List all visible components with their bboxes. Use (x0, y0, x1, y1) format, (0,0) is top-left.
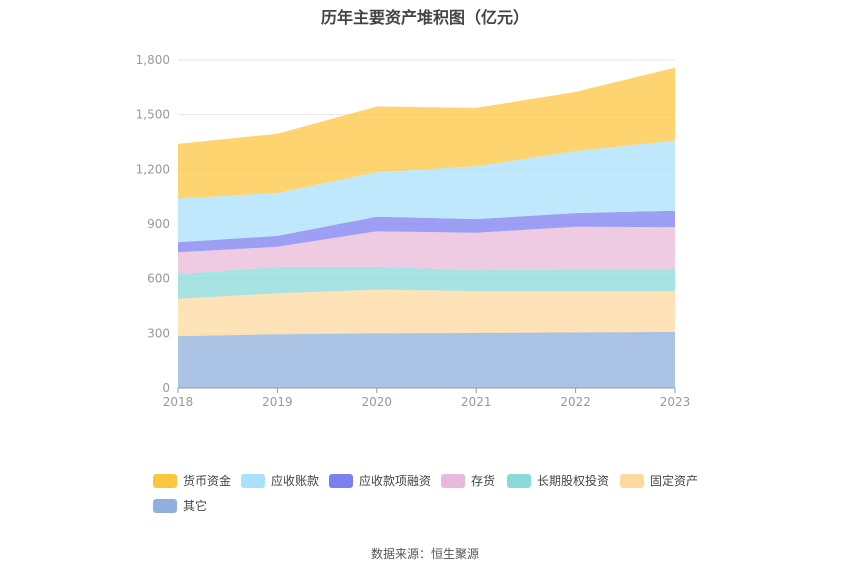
legend-swatch (241, 473, 265, 488)
y-tick-label: 1,500 (136, 108, 170, 122)
x-tick-label: 2021 (461, 395, 492, 409)
legend-item[interactable]: 固定资产 (620, 472, 698, 489)
area-series-应收账款 (178, 140, 675, 243)
chart-title: 历年主要资产堆积图（亿元） (320, 8, 529, 27)
y-tick-label: 600 (147, 272, 170, 286)
area-series-存货 (178, 226, 675, 275)
legend-item[interactable]: 长期股权投资 (507, 472, 609, 489)
x-tick-label: 2020 (362, 395, 393, 409)
legend-swatch (620, 473, 644, 488)
legend-label: 固定资产 (650, 474, 699, 488)
area-layer (178, 67, 675, 388)
legend-label: 应收款项融资 (359, 474, 432, 488)
legend-label: 其它 (183, 499, 208, 513)
legend-swatch (507, 473, 531, 488)
legend-swatch (153, 498, 177, 513)
area-series-固定资产 (178, 289, 675, 337)
x-tick-label: 2019 (262, 395, 293, 409)
area-series-货币资金 (178, 67, 675, 199)
legend-label: 应收账款 (271, 474, 320, 488)
area-series-应收款项融资 (178, 210, 675, 253)
legend-label: 存货 (471, 474, 496, 488)
legend-swatch (329, 473, 353, 488)
y-tick-label: 1,800 (136, 53, 170, 67)
legend-label: 长期股权投资 (537, 474, 610, 488)
legend-swatch (153, 473, 177, 488)
axis-layer: 0 300 600 900 1,200 1,500 1,800 2018 2019 2020 202… (136, 53, 691, 409)
source-note: 数据来源：恒生聚源 (370, 547, 479, 561)
legend-item[interactable]: 应收款项融资 (329, 472, 431, 489)
y-tick-label: 0 (162, 381, 170, 395)
x-tick-label: 2022 (560, 395, 591, 409)
x-tick-label: 2023 (660, 395, 691, 409)
legend-label: 货币资金 (183, 474, 232, 488)
legend-swatch (441, 473, 465, 488)
y-tick-label: 900 (147, 217, 170, 231)
legend-item[interactable]: 应收账款 (241, 472, 319, 489)
x-tick-label: 2018 (163, 395, 194, 409)
y-tick-label: 1,200 (136, 162, 170, 176)
y-tick-label: 300 (147, 326, 170, 340)
legend-item[interactable]: 货币资金 (153, 472, 231, 489)
legend-item[interactable]: 存货 (441, 472, 495, 489)
legend-item[interactable]: 其它 (153, 497, 207, 514)
area-series-长期股权投资 (178, 266, 675, 299)
area-series-其它 (178, 331, 675, 388)
